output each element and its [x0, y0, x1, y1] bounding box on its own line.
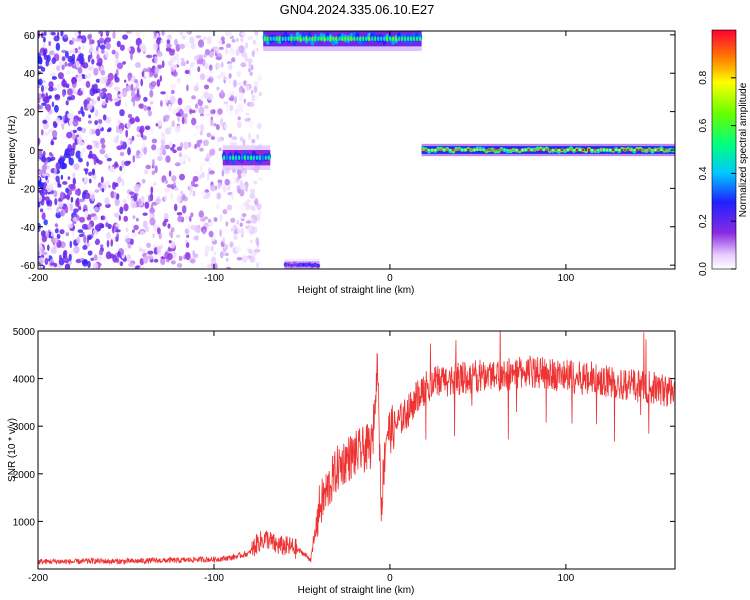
heatmap-feature-0 — [38, 31, 263, 269]
snr-y-tick-label: 1000 — [13, 517, 36, 528]
colorbar-ticks: 0.0 0.2 0.4 0.6 0.8 — [698, 70, 736, 276]
snr-panel: -200 -100 0 100 1000 2000 3000 4000 5000 Height… — [7, 327, 676, 596]
heatmap-x-tick-label: 0 — [387, 273, 393, 284]
heatmap-x-axis-label: Height of straight line (km) — [298, 285, 415, 296]
snr-x-tick-label: -200 — [28, 573, 48, 584]
heatmap-x-tick-label: -200 — [28, 273, 48, 284]
heatmap-y-tick-label: -40 — [21, 223, 36, 234]
snr-y-tick-label: 5000 — [13, 327, 36, 338]
colorbar-tick-label: 0.8 — [698, 70, 709, 84]
snr-x-tick-label: 100 — [558, 573, 575, 584]
heatmap-y-tick-label: 40 — [24, 69, 36, 80]
snr-y-ticks: 1000 2000 3000 4000 5000 — [13, 327, 675, 528]
snr-x-tick-label: -100 — [204, 573, 224, 584]
colorbar-tick-label: 0.4 — [698, 166, 709, 180]
heatmap-feature-3 — [283, 259, 321, 269]
colorbar-tick-label: 0.6 — [698, 118, 709, 132]
heatmap-feature-2 — [262, 31, 423, 51]
colorbar-label: Normalized spectral amplitude — [738, 82, 749, 217]
heatmap-x-tick-label: 100 — [558, 273, 575, 284]
chart-title: GN04.2024.335.06.10.E27 — [280, 2, 435, 17]
heatmap-y-tick-label: 20 — [24, 108, 36, 119]
snr-x-ticks: -200 -100 0 100 — [28, 331, 575, 584]
snr-y-tick-label: 4000 — [13, 375, 36, 386]
heatmap-y-tick-label: -20 — [21, 184, 36, 195]
heatmap-feature-1 — [222, 145, 271, 170]
heatmap-y-axis-label: Frequency (Hz) — [7, 116, 18, 185]
colorbar: 0.0 0.2 0.4 0.6 0.8 Normalized spectral ampl… — [698, 29, 749, 276]
colorbar-tick-label: 0.0 — [698, 262, 709, 276]
snr-y-axis-label: SNR (10 * v/v) — [7, 418, 18, 482]
snr-y-tick-label: 3000 — [13, 422, 36, 433]
snr-y-tick-label: 2000 — [13, 470, 36, 481]
heatmap-x-tick-label: -100 — [204, 273, 224, 284]
heatmap-feature-4 — [421, 143, 675, 157]
heatmap-y-tick-label: -60 — [21, 261, 36, 272]
heatmap-marks — [38, 31, 675, 269]
heatmap-y-tick-label: 60 — [24, 31, 36, 42]
colorbar-gradient — [711, 29, 737, 270]
snr-x-tick-label: 0 — [387, 573, 393, 584]
heatmap-y-tick-label: 0 — [29, 146, 35, 157]
snr-series-line — [38, 331, 675, 566]
snr-x-axis-label: Height of straight line (km) — [298, 585, 415, 596]
heatmap-y-ticks: -60 -40 -20 0 20 40 60 — [21, 31, 675, 272]
colorbar-tick-label: 0.2 — [698, 214, 709, 228]
